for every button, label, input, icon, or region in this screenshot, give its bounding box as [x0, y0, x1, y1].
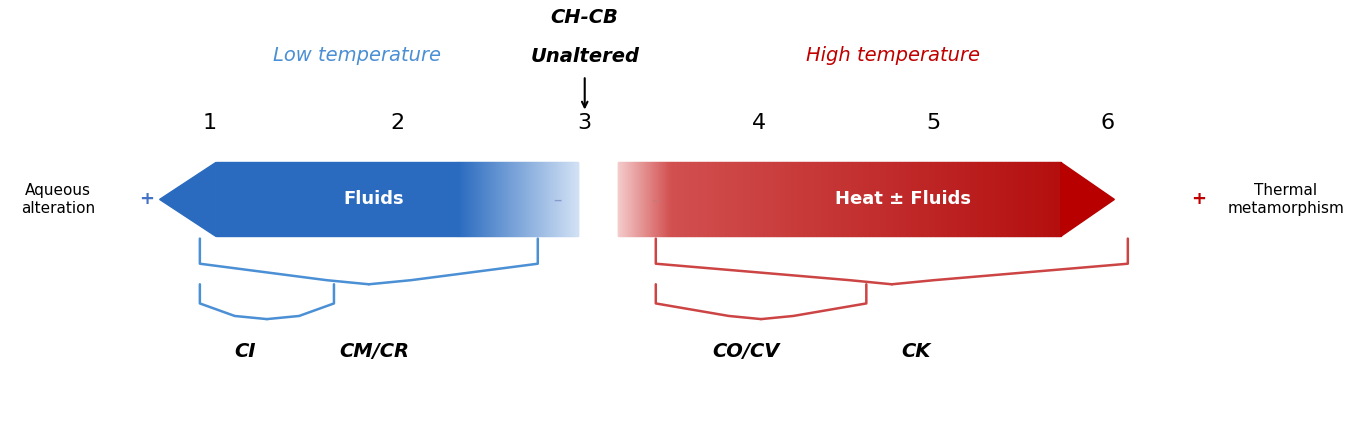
Text: CI: CI	[235, 342, 257, 361]
Text: 6: 6	[1100, 113, 1115, 133]
Text: 5: 5	[926, 113, 941, 133]
Text: CM/CR: CM/CR	[340, 342, 409, 361]
Text: 4: 4	[752, 113, 766, 133]
Text: +: +	[139, 191, 153, 208]
Text: +: +	[1191, 191, 1206, 208]
Text: Fluids: Fluids	[344, 191, 405, 208]
Bar	[216, 162, 458, 237]
Text: Unaltered: Unaltered	[530, 47, 640, 66]
Text: 2: 2	[390, 113, 405, 133]
Text: Low temperature: Low temperature	[273, 46, 441, 65]
Text: Thermal
metamorphism: Thermal metamorphism	[1228, 183, 1344, 215]
Polygon shape	[1061, 162, 1115, 237]
Text: –: –	[554, 191, 562, 208]
Text: Aqueous
alteration: Aqueous alteration	[20, 183, 95, 215]
Polygon shape	[160, 162, 216, 237]
Text: CO/CV: CO/CV	[712, 342, 779, 361]
Text: –: –	[652, 191, 660, 208]
Text: Heat ± Fluids: Heat ± Fluids	[835, 191, 971, 208]
Text: CK: CK	[902, 342, 930, 361]
Text: 1: 1	[202, 113, 216, 133]
Text: CH-CB: CH-CB	[551, 8, 619, 27]
Text: High temperature: High temperature	[807, 46, 980, 65]
Text: 3: 3	[577, 113, 592, 133]
